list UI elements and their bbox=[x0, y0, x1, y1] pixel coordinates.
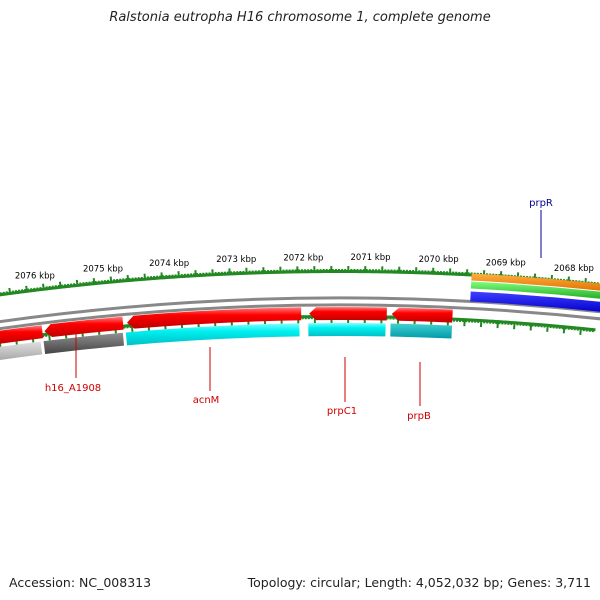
scale-label: 2071 kbp bbox=[350, 253, 390, 263]
outer-tick bbox=[2, 291, 6, 296]
match-block-light bbox=[0, 341, 43, 360]
outer-tick bbox=[27, 288, 30, 293]
gene-label-acnM: acnM bbox=[193, 395, 220, 406]
inner-tick bbox=[496, 320, 500, 329]
track-blue bbox=[470, 291, 600, 312]
match-block-dark bbox=[43, 332, 125, 354]
gene-label-prpC1: prpC1 bbox=[327, 406, 357, 417]
scale-label: 2070 kbp bbox=[419, 255, 459, 265]
outer-tick bbox=[109, 276, 113, 284]
outer-tick bbox=[143, 273, 147, 281]
outer-tick bbox=[126, 274, 130, 283]
outer-tick bbox=[92, 278, 96, 286]
gene-arrow-h16_A1908 bbox=[44, 316, 124, 338]
scale-label: 2069 kbp bbox=[486, 259, 526, 269]
gene-arrow-prpC1 bbox=[309, 307, 387, 321]
outer-tick bbox=[160, 272, 163, 280]
outer-tick bbox=[8, 287, 12, 296]
match-block-acnM bbox=[125, 323, 300, 346]
scale-label: 2068 kbp bbox=[554, 264, 594, 274]
outer-tick bbox=[42, 283, 45, 291]
gene-label-h16_A1908: h16_A1908 bbox=[45, 383, 101, 394]
track-orange bbox=[471, 273, 600, 291]
inner-tick bbox=[529, 322, 533, 331]
scale-label: 2075 kbp bbox=[83, 264, 123, 274]
feature-tracks bbox=[0, 273, 600, 360]
topology-text: Topology: circular; Length: 4,052,032 bp… bbox=[247, 575, 591, 590]
outer-tick bbox=[5, 291, 9, 296]
scale-label: 2072 kbp bbox=[283, 253, 323, 263]
gene-label-prpR: prpR bbox=[529, 198, 553, 209]
inner-tick bbox=[513, 321, 516, 330]
gene-arrow-acnM bbox=[127, 307, 302, 329]
gene-labels: h16_A1908 acnM prpC1 prpB prpR bbox=[45, 198, 553, 422]
match-block-prpB bbox=[390, 323, 453, 339]
outer-tick bbox=[14, 290, 18, 295]
outer-tick bbox=[24, 288, 27, 294]
track-green bbox=[470, 281, 600, 299]
scale-label: 2074 kbp bbox=[149, 259, 189, 269]
gene-arrow-partial bbox=[0, 325, 44, 344]
outer-tick bbox=[25, 285, 29, 293]
outer-tick bbox=[11, 290, 15, 295]
inner-tick bbox=[562, 325, 566, 334]
outer-tick bbox=[75, 279, 79, 287]
gene-label-prpB: prpB bbox=[407, 411, 431, 422]
outer-tick bbox=[20, 289, 24, 294]
map-title: Ralstonia eutropha H16 chromosome 1, com… bbox=[109, 10, 491, 25]
inner-tick bbox=[546, 323, 549, 332]
outer-tick bbox=[0, 292, 3, 297]
accession-text: Accession: NC_008313 bbox=[9, 575, 152, 590]
match-block-prpC1 bbox=[308, 323, 386, 337]
scale-label: 2076 kbp bbox=[15, 272, 55, 282]
outer-tick bbox=[30, 288, 33, 293]
inner-tick bbox=[579, 326, 583, 335]
outer-tick bbox=[17, 289, 21, 294]
outer-tick bbox=[58, 281, 62, 289]
backbone-inner-line bbox=[0, 303, 600, 331]
gene-arrow-prpB bbox=[391, 307, 453, 323]
scale-label: 2073 kbp bbox=[216, 255, 256, 265]
